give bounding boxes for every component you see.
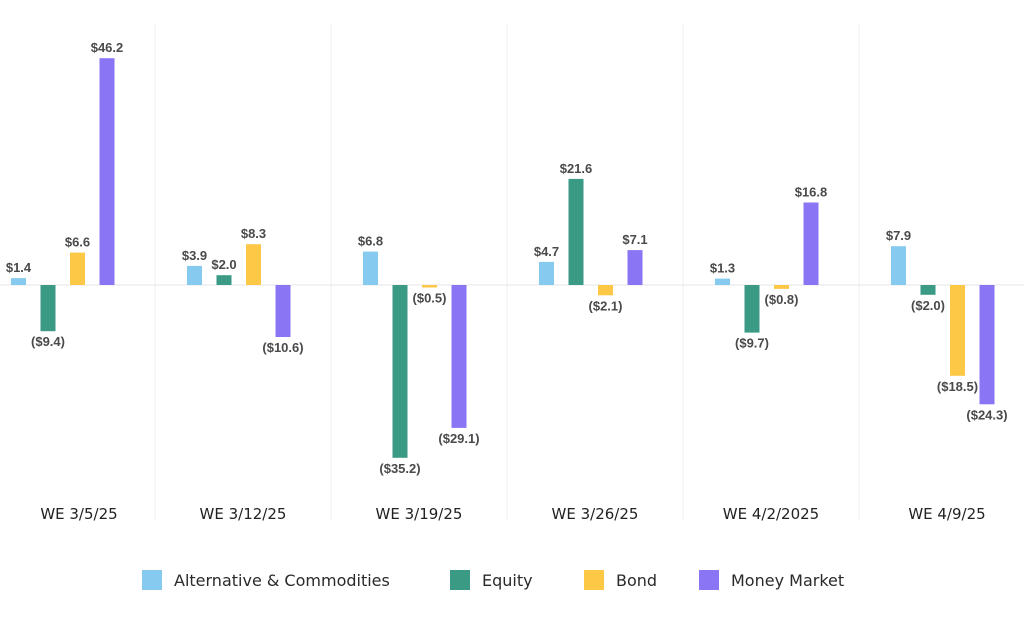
legend-item-equity[interactable]: Equity [450,566,533,594]
category-labels-layer: WE 3/5/25 WE 3/12/25 WE 3/19/25 WE 3/26/25 W… [40,505,985,523]
bar-equity-we-3-19-25 [392,285,408,458]
bar-alternative-commodities-we-3-19-25 [363,251,378,285]
bar-alternative-commodities-we-3-12-25 [187,265,202,285]
value-label-bond-we-3-5-25: $6.6 [65,235,90,250]
legend-swatch-alternative-commodities [142,570,162,590]
category-label-we-3-5-25: WE 3/5/25 [40,505,117,523]
value-label-equity-we-4-2-2025: ($9.7) [735,336,769,351]
bar-money-market-we-3-5-25 [99,58,115,286]
bar-alternative-commodities-we-3-26-25 [539,261,554,285]
value-label-alternative-commodities-we-3-19-25: $6.8 [358,234,383,249]
bar-bond-we-4-9-25 [950,285,965,376]
value-label-alternative-commodities-we-4-9-25: $7.9 [886,228,911,243]
value-labels-layer: $1.4 ($9.4) $6.6 $46.2 $3.9 $2.0 $8.3 ($10.6) $6… [6,40,1008,476]
legend-item-bond[interactable]: Bond [584,566,657,594]
bar-alternative-commodities-we-3-5-25 [11,278,26,285]
bar-equity-we-3-5-25 [40,285,56,332]
value-label-equity-we-3-5-25: ($9.4) [31,334,65,349]
bars-layer [11,58,995,458]
bar-money-market-we-4-9-25 [979,285,995,405]
value-label-bond-we-4-2-2025: ($0.8) [765,292,799,307]
bar-alternative-commodities-we-4-2-2025 [715,278,730,285]
bar-bond-we-3-12-25 [246,244,261,285]
bar-bond-we-3-19-25 [422,285,437,288]
category-label-we-3-19-25: WE 3/19/25 [376,505,463,523]
bar-money-market-we-3-19-25 [451,285,467,428]
legend: Alternative & Commodities Equity Bond Money… [0,566,1024,594]
bar-chart: $1.4 ($9.4) $6.6 $46.2 $3.9 $2.0 $8.3 ($10.6) $6… [0,24,1024,523]
bar-alternative-commodities-we-4-9-25 [891,246,906,285]
legend-label-bond: Bond [616,570,658,590]
value-label-bond-we-3-26-25: ($2.1) [589,298,623,313]
value-label-alternative-commodities-we-4-2-2025: $1.3 [710,261,735,276]
bar-money-market-we-4-2-2025 [803,202,819,285]
bar-equity-we-4-2-2025 [744,285,760,333]
value-label-equity-we-3-26-25: $21.6 [560,161,593,176]
value-label-bond-we-4-9-25: ($18.5) [937,379,978,394]
category-label-we-4-9-25: WE 4/9/25 [908,505,985,523]
legend-swatch-equity [450,570,470,590]
legend-item-alternative-commodities[interactable]: Alternative & Commodities [142,566,390,594]
category-label-we-3-12-25: WE 3/12/25 [200,505,287,523]
value-label-money-market-we-4-9-25: ($24.3) [966,407,1007,422]
value-label-money-market-we-3-5-25: $46.2 [91,40,124,55]
value-label-money-market-we-3-26-25: $7.1 [622,232,647,247]
value-label-bond-we-3-12-25: $8.3 [241,226,266,241]
legend-item-money-market[interactable]: Money Market [699,566,844,594]
bar-bond-we-4-2-2025 [774,285,789,289]
bar-bond-we-3-5-25 [70,252,85,285]
category-label-we-4-2-2025: WE 4/2/2025 [723,505,819,523]
bar-equity-we-4-9-25 [920,285,936,295]
legend-label-money-market: Money Market [731,570,845,590]
bar-money-market-we-3-12-25 [275,285,291,337]
value-label-money-market-we-3-12-25: ($10.6) [262,340,303,355]
value-label-alternative-commodities-we-3-26-25: $4.7 [534,244,559,259]
bar-equity-we-3-26-25 [568,178,584,285]
bar-bond-we-3-26-25 [598,285,613,296]
value-label-alternative-commodities-we-3-12-25: $3.9 [182,248,207,263]
value-label-alternative-commodities-we-3-5-25: $1.4 [6,260,32,275]
bar-equity-we-3-12-25 [216,275,232,285]
legend-label-alternative-commodities: Alternative & Commodities [174,570,390,590]
legend-swatch-money-market [699,570,719,590]
bar-money-market-we-3-26-25 [627,250,643,285]
value-label-equity-we-3-19-25: ($35.2) [379,461,420,476]
value-label-equity-we-3-12-25: $2.0 [211,257,236,272]
category-label-we-3-26-25: WE 3/26/25 [552,505,639,523]
legend-swatch-bond [584,570,604,590]
value-label-money-market-we-3-19-25: ($29.1) [438,431,479,446]
value-label-equity-we-4-9-25: ($2.0) [911,298,945,313]
legend-label-equity: Equity [482,570,533,590]
value-label-money-market-we-4-2-2025: $16.8 [795,185,828,200]
value-label-bond-we-3-19-25: ($0.5) [413,291,447,306]
group-dividers [154,24,860,520]
